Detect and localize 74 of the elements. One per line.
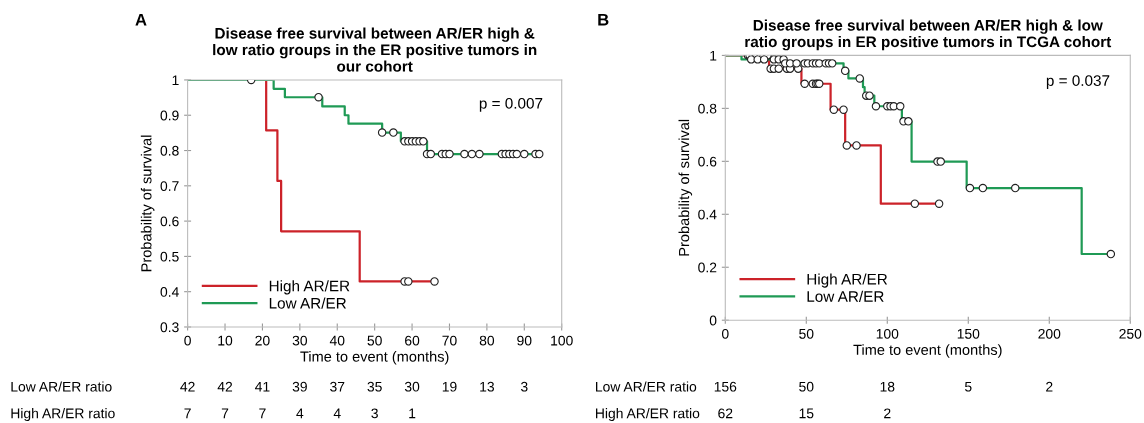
x-tick-label: 200: [1038, 328, 1061, 339]
annotation: p = 0.037: [1046, 75, 1110, 90]
text: 41: [255, 381, 270, 392]
text: 7: [221, 408, 229, 419]
x-tick-label: 10: [218, 335, 233, 346]
x-axis-title: Time to event (months): [853, 344, 1002, 358]
text: 42: [180, 381, 195, 392]
y-tick-label: 0.7: [160, 181, 179, 191]
y-tick-label: 0.4: [698, 209, 717, 220]
legend-label: High AR/ER: [807, 273, 888, 288]
text: 2: [1046, 381, 1053, 392]
text: 5: [964, 381, 972, 392]
text: 2: [884, 408, 891, 419]
text: 30: [404, 381, 420, 392]
x-tick-label: 20: [255, 335, 270, 346]
text: 7: [184, 408, 191, 419]
text: 7: [259, 408, 266, 419]
legend-label: Low AR/ER: [807, 290, 884, 302]
y-tick-label: 0.2: [698, 262, 717, 273]
text: Low AR/ER ratio: [596, 381, 697, 392]
x-tick-label: 250: [1119, 328, 1142, 339]
y-tick-label: 0.8: [698, 103, 717, 114]
legend-label: Low AR/ER: [269, 297, 346, 309]
text: 3: [371, 408, 378, 419]
x-tick-label: 150: [957, 328, 980, 339]
x-tick-label: 0: [184, 335, 191, 346]
x-axis-title: Time to event (months): [300, 351, 449, 365]
y-tick-label: 1: [710, 50, 717, 61]
x-tick-label: 80: [479, 335, 495, 346]
x-tick-label: 50: [799, 328, 814, 339]
x-tick-label: 60: [405, 335, 420, 346]
y-tick-label: 0.6: [698, 156, 717, 167]
text: 35: [367, 381, 382, 392]
text: 19: [442, 381, 457, 392]
text: 62: [718, 408, 733, 419]
x-tick-label: 70: [442, 335, 457, 346]
text: 42: [217, 381, 233, 392]
text: B: [598, 13, 609, 26]
text: 37: [330, 381, 345, 392]
text: 3: [520, 381, 528, 392]
text: High AR/ER ratio: [11, 408, 115, 422]
x-tick-label: 100: [551, 335, 573, 346]
text: Low AR/ER ratio: [11, 381, 112, 392]
x-tick-label: 40: [329, 335, 345, 346]
y-tick-label: 1: [172, 75, 179, 85]
y-axis-title: Probability of survival: [678, 119, 693, 256]
text: A: [135, 13, 147, 26]
text: High AR/ER ratio: [596, 408, 700, 422]
y-tick-label: 0.8: [160, 145, 179, 156]
x-tick-label: 50: [367, 335, 382, 346]
text: 13: [480, 381, 494, 392]
text: 4: [333, 408, 341, 419]
chart-title: Disease free survival between AR/ER high & low ratio groups in the ER positive tumors in our cohort: [213, 27, 537, 72]
y-axis-title: Probability of survival: [140, 135, 155, 272]
y-tick-label: 0.3: [160, 322, 179, 333]
x-tick-label: 90: [517, 335, 532, 346]
annotation: p = 0.007: [479, 97, 543, 112]
y-tick-label: 0.5: [160, 251, 179, 262]
y-tick-label: 0.4: [160, 287, 179, 297]
x-tick-label: 100: [876, 328, 899, 339]
y-tick-label: 0.6: [160, 216, 179, 227]
x-tick-label: 0: [721, 328, 729, 339]
x-tick-label: 30: [292, 335, 308, 346]
legend-label: High AR/ER: [269, 280, 350, 295]
text: 156: [714, 381, 737, 392]
text: 15: [799, 408, 814, 419]
y-tick-label: 0: [709, 315, 717, 326]
text: 1: [409, 408, 416, 419]
y-tick-label: 0.9: [160, 110, 179, 121]
text: 50: [799, 381, 814, 392]
text: 4: [296, 408, 304, 419]
text: 39: [292, 381, 307, 392]
text: 18: [880, 381, 895, 392]
chart-title: Disease free survival between AR/ER high & low ratio groups in ER positive tumors in TCGA cohort: [745, 19, 1112, 51]
